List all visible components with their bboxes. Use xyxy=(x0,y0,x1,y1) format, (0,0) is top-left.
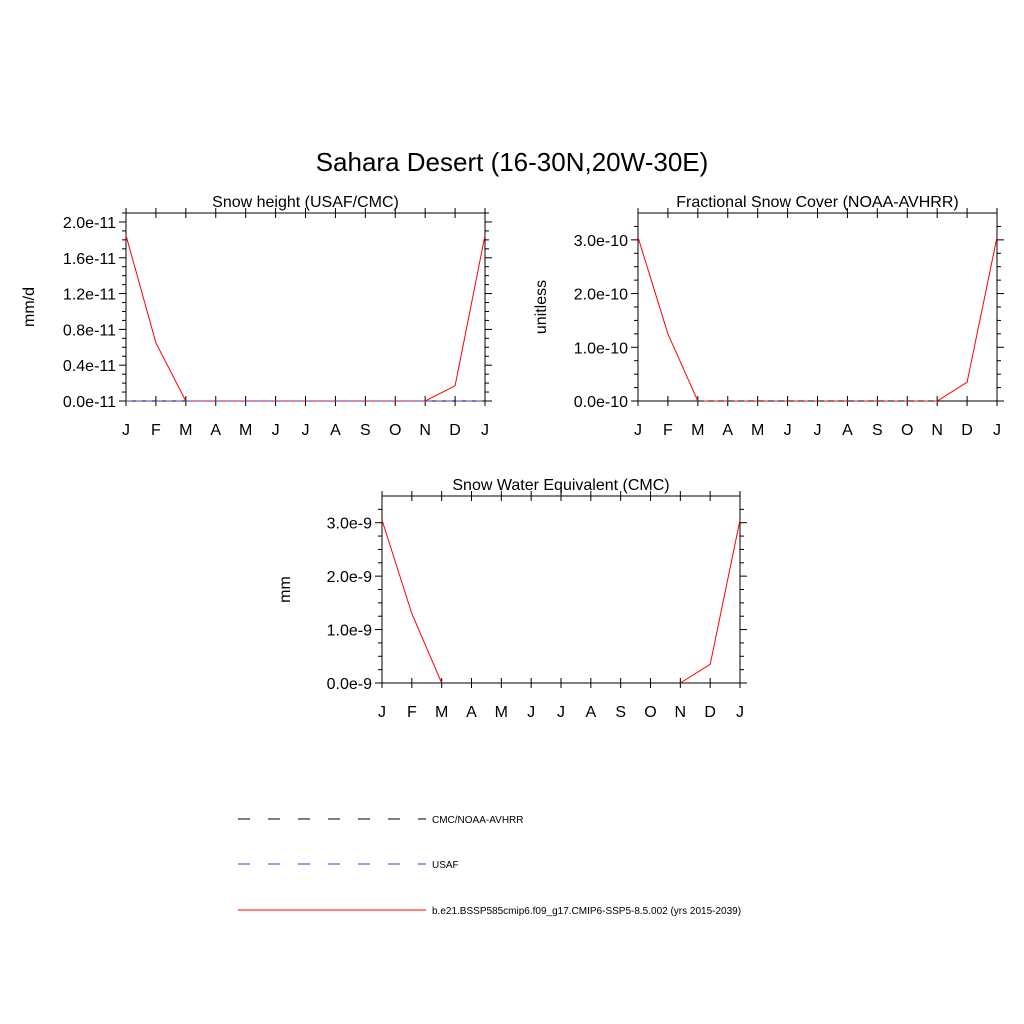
fractional-snow-cover-ytick-label: 3.0e-10 xyxy=(574,233,628,250)
snow-water-equivalent-ytick-label: 1.0e-9 xyxy=(327,623,372,640)
figure-title: Sahara Desert (16-30N,20W-30E) xyxy=(316,147,709,177)
snow-water-equivalent-xtick-label: M xyxy=(495,704,508,721)
snow-height-xtick-label: S xyxy=(360,422,371,439)
snow-water-equivalent-xtick-label: A xyxy=(466,704,477,721)
fractional-snow-cover-xtick-label: F xyxy=(663,422,673,439)
snow-water-equivalent-xtick-label: S xyxy=(615,704,626,721)
fractional-snow-cover-plot-frame xyxy=(637,212,998,402)
snow-height-series-b-e21-bssp585cmip6-f09-g xyxy=(125,235,486,402)
legend-label-model: b.e21.BSSP585cmip6.f09_g17.CMIP6-SSP5-8.… xyxy=(432,906,741,917)
snow-height-ytick-label: 2.0e-11 xyxy=(63,215,116,232)
fractional-snow-cover-xtick-label: N xyxy=(931,422,943,439)
fractional-snow-cover-xtick-label: S xyxy=(872,422,883,439)
legend-label-usaf: USAF xyxy=(432,860,459,871)
snow-water-equivalent-xtick-label: F xyxy=(407,704,417,721)
snow-height-ytick-label: 0.0e-11 xyxy=(63,394,116,411)
snow-height-xtick-label: J xyxy=(272,422,280,439)
snow-water-equivalent-xtick-label: M xyxy=(435,704,448,721)
snow-height-xtick-label: J xyxy=(481,422,489,439)
snow-height-ytick-label: 0.4e-11 xyxy=(63,358,116,375)
snow-height-xtick-label: M xyxy=(179,422,192,439)
snow-water-equivalent-ytick-label: 2.0e-9 xyxy=(327,569,372,586)
snow-water-equivalent-series-b-e21-bssp585cmip6-f09-g xyxy=(381,519,741,684)
fractional-snow-cover-xtick-label: M xyxy=(691,422,704,439)
fractional-snow-cover-xtick-label: J xyxy=(784,422,792,439)
snow-height-ytick-label: 1.2e-11 xyxy=(63,287,116,304)
snow-height-xtick-label: O xyxy=(389,422,401,439)
snow-water-equivalent-xtick-label: D xyxy=(704,704,716,721)
snow-height-xtick-label: N xyxy=(419,422,431,439)
snow-water-equivalent-title: Snow Water Equivalent (CMC) xyxy=(452,477,669,494)
fractional-snow-cover-xtick-label: D xyxy=(961,422,973,439)
snow-water-equivalent-plot-frame xyxy=(381,495,741,684)
fractional-snow-cover-title: Fractional Snow Cover (NOAA-AVHRR) xyxy=(676,194,958,211)
fractional-snow-cover-series-b-e21-bssp585cmip6-f09-g xyxy=(637,237,998,402)
legend-label-cmc-noaa-avhrr: CMC/NOAA-AVHRR xyxy=(432,815,523,826)
snow-water-equivalent-xtick-label: J xyxy=(736,704,744,721)
snow-height-plot-frame xyxy=(125,212,486,402)
snow-height-xtick-label: J xyxy=(302,422,310,439)
fractional-snow-cover-xtick-label: O xyxy=(901,422,913,439)
panel-snow-height: Snow height (USAF/CMC)mm/dJ F M A M J J A S O N D J0… xyxy=(21,194,492,439)
snow-water-equivalent-ylabel: mm xyxy=(277,576,294,603)
snow-height-ytick-label: 1.6e-11 xyxy=(63,251,116,268)
snow-height-xtick-label: J xyxy=(122,422,130,439)
snow-water-equivalent-ytick-label: 3.0e-9 xyxy=(327,516,372,533)
fractional-snow-cover-xtick-label: M xyxy=(751,422,764,439)
snow-height-ylabel: mm/d xyxy=(21,287,38,327)
snow-height-xtick-label: F xyxy=(151,422,161,439)
snow-water-equivalent-ytick-label: 0.0e-9 xyxy=(327,676,372,693)
fractional-snow-cover-xtick-label: A xyxy=(722,422,733,439)
fractional-snow-cover-xtick-label: J xyxy=(814,422,822,439)
snow-water-equivalent-xtick-label: J xyxy=(378,704,386,721)
fractional-snow-cover-ytick-label: 1.0e-10 xyxy=(574,340,628,357)
fractional-snow-cover-ytick-label: 0.0e-10 xyxy=(574,394,628,411)
snow-height-ytick-label: 0.8e-11 xyxy=(63,322,116,339)
fractional-snow-cover-xtick-label: J xyxy=(993,422,1001,439)
fractional-snow-cover-ytick-label: 2.0e-10 xyxy=(574,287,628,304)
snow-height-xtick-label: M xyxy=(239,422,252,439)
panel-fractional-snow-cover: Fractional Snow Cover (NOAA-AVHRR) unitle… xyxy=(533,194,1004,439)
fractional-snow-cover-ylabel: unitless xyxy=(533,280,550,334)
snow-height-title: Snow height (USAF/CMC) xyxy=(212,194,399,211)
snow-water-equivalent-xtick-label: N xyxy=(675,704,687,721)
panel-snow-water-equivalent: Snow Water Equivalent (CMC) mm J F M A M J J A S O N… xyxy=(277,477,747,721)
fractional-snow-cover-xtick-label: J xyxy=(634,422,642,439)
snow-water-equivalent-xtick-label: J xyxy=(527,704,535,721)
fractional-snow-cover-xtick-label: A xyxy=(842,422,853,439)
snow-height-xtick-label: A xyxy=(330,422,341,439)
snow-water-equivalent-xtick-label: J xyxy=(557,704,565,721)
snow-height-xtick-label: D xyxy=(449,422,461,439)
snow-water-equivalent-xtick-label: O xyxy=(644,704,656,721)
legend: CMC/NOAA-AVHRR USAF b.e21.BSSP585cmip6.f… xyxy=(238,815,741,917)
snow-height-xtick-label: A xyxy=(210,422,221,439)
snow-water-equivalent-xtick-label: A xyxy=(585,704,596,721)
